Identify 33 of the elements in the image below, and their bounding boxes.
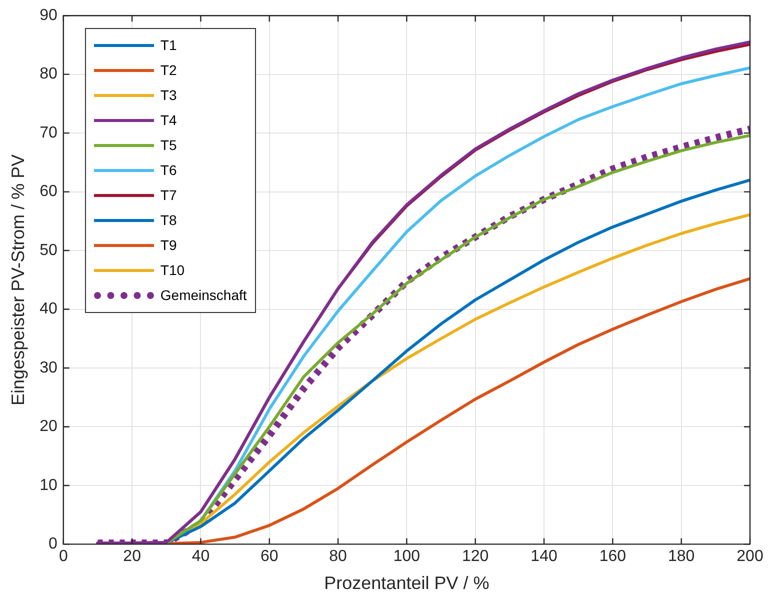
x-tick-label: 80 bbox=[329, 548, 348, 566]
legend-label: Gemeinschaft bbox=[160, 287, 247, 304]
legend-label: T5 bbox=[160, 137, 177, 154]
x-tick-label: 120 bbox=[462, 548, 489, 566]
y-tick-label: 20 bbox=[40, 418, 58, 436]
y-tick-label: 0 bbox=[48, 536, 58, 553]
x-axis-title: Prozentanteil PV / % bbox=[324, 573, 490, 594]
y-tick-label: 70 bbox=[40, 124, 58, 142]
legend-label: T1 bbox=[160, 37, 177, 54]
y-tick-label: 90 bbox=[40, 7, 58, 24]
legend-label: T10 bbox=[160, 262, 185, 278]
x-tick-label: 20 bbox=[123, 548, 142, 566]
legend-label: T9 bbox=[160, 237, 177, 254]
legend-label: T8 bbox=[160, 212, 177, 228]
y-tick-label: 80 bbox=[40, 66, 58, 83]
y-axis-title: Eingespeister PV-Strom / % PV bbox=[8, 154, 28, 406]
y-tick-label: 50 bbox=[40, 242, 58, 259]
x-tick-label: 40 bbox=[192, 548, 210, 566]
y-tick-label: 60 bbox=[40, 183, 58, 200]
legend-label: T3 bbox=[160, 87, 177, 104]
y-tick-label: 40 bbox=[40, 300, 58, 318]
legend-label: T6 bbox=[160, 162, 177, 178]
x-tick-label: 200 bbox=[736, 548, 764, 566]
x-tick-label: 180 bbox=[668, 548, 695, 566]
y-tick-label: 30 bbox=[40, 359, 58, 376]
y-tick-label: 10 bbox=[40, 476, 58, 494]
x-tick-label: 140 bbox=[530, 548, 558, 566]
x-tick-label: 100 bbox=[393, 548, 420, 566]
legend-label: T7 bbox=[160, 187, 177, 204]
legend-label: T4 bbox=[160, 112, 177, 128]
x-tick-label: 160 bbox=[599, 548, 626, 566]
legend-label: T2 bbox=[160, 62, 177, 78]
x-tick-label: 60 bbox=[260, 548, 278, 566]
